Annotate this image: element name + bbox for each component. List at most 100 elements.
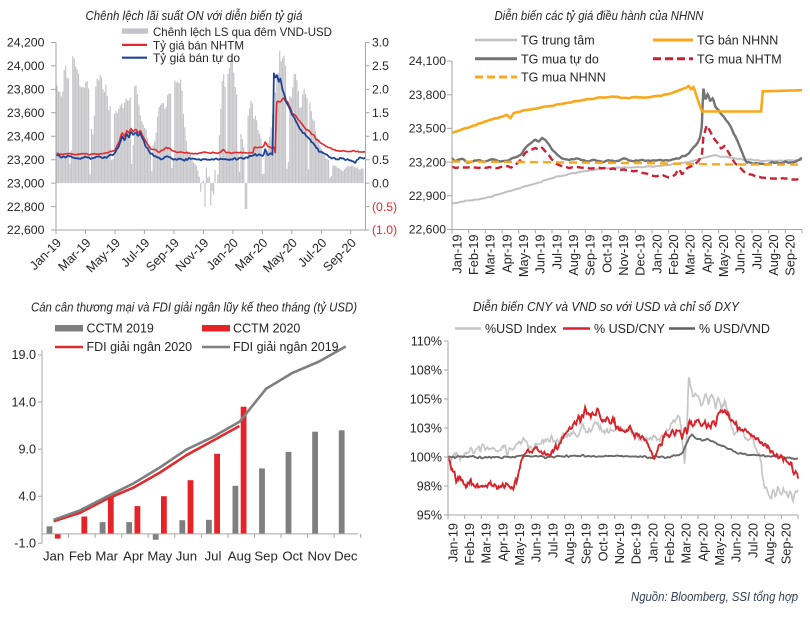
svg-text:22,600: 22,600: [7, 223, 45, 237]
svg-text:2.0: 2.0: [372, 83, 389, 97]
svg-text:TG mua tự do: TG mua tự do: [521, 52, 599, 66]
svg-text:9.0: 9.0: [18, 442, 36, 456]
svg-text:Dec-19: Dec-19: [633, 235, 648, 276]
svg-text:May: May: [147, 549, 172, 564]
svg-text:(0.5): (0.5): [372, 200, 397, 214]
svg-text:Jun-20: Jun-20: [729, 523, 744, 562]
svg-text:98%: 98%: [417, 479, 442, 493]
svg-text:1.0: 1.0: [372, 129, 389, 143]
svg-text:23,500: 23,500: [409, 122, 446, 136]
svg-text:(1.0): (1.0): [372, 223, 397, 237]
svg-text:TG mua NHNN: TG mua NHNN: [521, 71, 606, 85]
svg-text:Nguồn: Bloomberg, SSI tổng hợp: Nguồn: Bloomberg, SSI tổng hợp: [631, 590, 798, 604]
svg-text:Chênh lệch lãi suất ON với diễ: Chênh lệch lãi suất ON với diễn biến tỷ …: [86, 8, 303, 23]
svg-text:Sep-19: Sep-19: [579, 523, 594, 564]
svg-text:23,600: 23,600: [7, 106, 45, 120]
svg-text:May-20: May-20: [712, 523, 727, 566]
svg-text:Apr-20: Apr-20: [695, 523, 710, 561]
svg-text:Jul-20: Jul-20: [749, 235, 764, 270]
svg-text:Mar-20: Mar-20: [679, 523, 694, 564]
svg-text:Jan-20: Jan-20: [649, 235, 664, 274]
svg-text:Mar-19: Mar-19: [479, 523, 494, 564]
svg-text:May-20: May-20: [716, 235, 731, 278]
svg-text:Feb-20: Feb-20: [666, 235, 681, 276]
svg-text:103%: 103%: [410, 421, 442, 435]
svg-text:22,900: 22,900: [409, 189, 446, 203]
svg-text:24,000: 24,000: [7, 59, 45, 73]
svg-text:Nov-19: Nov-19: [612, 523, 627, 564]
svg-text:-1.0: -1.0: [14, 537, 36, 551]
svg-text:Nov-19: Nov-19: [616, 235, 631, 276]
svg-text:23,800: 23,800: [409, 88, 446, 102]
svg-text:Sep-20: Sep-20: [783, 235, 798, 276]
svg-text:Jun-20: Jun-20: [733, 235, 748, 274]
svg-text:Jul-20: Jul-20: [745, 523, 760, 558]
svg-text:Aug: Aug: [228, 549, 251, 564]
svg-text:22,600: 22,600: [409, 223, 446, 237]
svg-text:TG bán NHNN: TG bán NHNN: [697, 34, 778, 48]
svg-text:Sep-19: Sep-19: [583, 235, 598, 276]
svg-text:23,000: 23,000: [7, 176, 45, 190]
svg-text:Apr-19: Apr-19: [499, 235, 514, 273]
svg-text:CCTM 2019: CCTM 2019: [87, 322, 154, 336]
svg-text:Nov: Nov: [307, 549, 331, 564]
svg-text:14.0: 14.0: [11, 395, 36, 409]
svg-text:Diễn biến CNY và VND so với US: Diễn biến CNY và VND so với USD và chỉ s…: [473, 299, 740, 314]
svg-text:100%: 100%: [410, 450, 442, 464]
svg-text:Diễn biến các tỷ giá điều hành: Diễn biến các tỷ giá điều hành của NHNN: [495, 8, 705, 23]
svg-text:Jan-19: Jan-19: [449, 235, 464, 274]
svg-text:Jan: Jan: [43, 549, 64, 564]
svg-text:% USD/CNY: % USD/CNY: [594, 322, 666, 336]
svg-text:110%: 110%: [411, 334, 442, 348]
svg-text:19.0: 19.0: [11, 348, 36, 362]
svg-text:1.5: 1.5: [372, 106, 389, 120]
svg-text:CCTM 2020: CCTM 2020: [233, 322, 300, 336]
svg-text:May-19: May-19: [512, 523, 527, 566]
svg-text:23,400: 23,400: [7, 129, 45, 143]
svg-text:FDI giải ngân 2019: FDI giải ngân 2019: [233, 340, 339, 354]
svg-text:Mar-20: Mar-20: [683, 235, 698, 276]
svg-text:95%: 95%: [417, 508, 442, 522]
svg-text:TG trung tâm: TG trung tâm: [521, 34, 595, 48]
svg-text:Oct-19: Oct-19: [595, 523, 610, 561]
svg-text:Oct-19: Oct-19: [599, 235, 614, 273]
svg-text:Mar: Mar: [95, 549, 118, 564]
svg-text:24,200: 24,200: [7, 36, 45, 50]
svg-text:Chênh lệch LS qua đêm VND-USD: Chênh lệch LS qua đêm VND-USD: [153, 25, 332, 39]
svg-text:Apr-20: Apr-20: [699, 235, 714, 273]
svg-text:2.5: 2.5: [372, 59, 389, 73]
svg-text:Tỷ giá bán NHTM: Tỷ giá bán NHTM: [153, 38, 244, 52]
svg-text:FDI giải ngân 2020: FDI giải ngân 2020: [87, 340, 193, 354]
svg-text:22,800: 22,800: [7, 200, 45, 214]
svg-text:%USD Index: %USD Index: [485, 322, 557, 336]
svg-text:4.0: 4.0: [18, 490, 36, 504]
svg-text:Feb-19: Feb-19: [462, 523, 477, 564]
svg-text:Jan-19: Jan-19: [445, 523, 460, 562]
svg-text:Jun-19: Jun-19: [529, 523, 544, 562]
svg-text:Cán cân thương mại và FDI giải: Cán cân thương mại và FDI giải ngân lũy …: [31, 300, 357, 315]
svg-text:23,800: 23,800: [7, 83, 45, 97]
svg-text:Aug-20: Aug-20: [766, 235, 781, 276]
svg-text:Feb-19: Feb-19: [466, 235, 481, 276]
svg-text:Aug-19: Aug-19: [566, 235, 581, 276]
svg-text:Jul: Jul: [205, 549, 222, 564]
svg-text:Apr: Apr: [123, 549, 144, 564]
svg-text:0.5: 0.5: [372, 153, 389, 167]
svg-text:Jul-19: Jul-19: [545, 523, 560, 558]
svg-text:Jul-19: Jul-19: [549, 235, 564, 270]
svg-text:Feb-20: Feb-20: [662, 523, 677, 564]
svg-text:Dec-19: Dec-19: [629, 523, 644, 564]
svg-text:Jun: Jun: [176, 549, 197, 564]
svg-text:Jun-19: Jun-19: [533, 235, 548, 274]
svg-text:Sep-20: Sep-20: [779, 523, 794, 564]
svg-text:23,200: 23,200: [7, 153, 45, 167]
svg-text:3.0: 3.0: [372, 36, 389, 50]
svg-text:Jan-20: Jan-20: [645, 523, 660, 562]
svg-text:May-19: May-19: [516, 235, 531, 278]
svg-text:105%: 105%: [410, 392, 442, 406]
svg-text:% USD/VND: % USD/VND: [699, 322, 770, 336]
svg-text:Mar-19: Mar-19: [483, 234, 498, 275]
svg-text:TG mua NHTM: TG mua NHTM: [697, 52, 782, 66]
svg-text:Oct: Oct: [282, 549, 303, 564]
svg-text:Apr-19: Apr-19: [495, 523, 510, 561]
